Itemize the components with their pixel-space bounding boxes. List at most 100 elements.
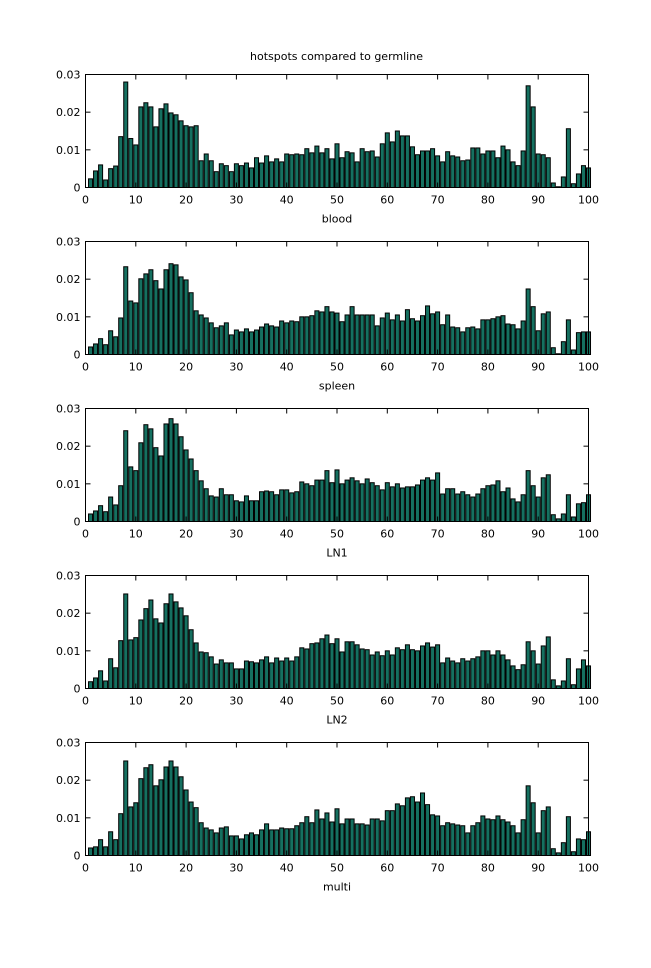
bar (430, 814, 436, 857)
bar (324, 812, 330, 857)
bar (450, 155, 456, 188)
bar (193, 470, 199, 522)
bar (475, 656, 481, 689)
x-tick-label: 30 (229, 194, 243, 207)
bar (128, 806, 134, 856)
bar (550, 848, 556, 856)
x-tick-label: 100 (578, 194, 599, 207)
bar (354, 314, 360, 356)
bar (329, 158, 335, 188)
bar (505, 487, 511, 523)
bar (580, 839, 586, 856)
bar (208, 160, 214, 188)
bar (334, 143, 340, 188)
bar (580, 331, 586, 355)
x-tick-label: 40 (280, 361, 294, 374)
x-tick-label: 20 (179, 528, 193, 541)
bar (254, 157, 260, 189)
x-tick-label: 40 (280, 862, 294, 875)
bar (238, 668, 244, 689)
y-tick-label: 0.01 (56, 144, 81, 157)
bar (168, 263, 174, 355)
bar (324, 634, 330, 690)
bar (364, 649, 370, 690)
bar (580, 659, 586, 689)
bar (399, 135, 405, 188)
bar (269, 325, 275, 355)
bar (113, 165, 119, 188)
x-tick-label: 30 (229, 361, 243, 374)
bar (299, 822, 305, 856)
y-tick-label: 0.03 (56, 236, 81, 249)
bar (339, 321, 345, 356)
bar (455, 662, 461, 690)
x-tick-label: 70 (431, 695, 445, 708)
x-tick-label: 80 (481, 528, 495, 541)
bar (188, 629, 194, 689)
bar (228, 835, 234, 856)
bar (480, 650, 486, 690)
bar (334, 312, 340, 356)
bar (485, 650, 491, 690)
bar (435, 644, 441, 689)
bar (525, 641, 531, 689)
bar (394, 647, 400, 690)
bar (143, 767, 149, 856)
bar (369, 818, 375, 857)
bar (98, 338, 104, 355)
bar (384, 312, 390, 356)
bar (319, 311, 325, 356)
y-tick-label: 0.01 (56, 645, 81, 658)
bar (108, 658, 114, 689)
bar (279, 489, 285, 522)
bar (188, 801, 194, 857)
x-tick-label: 50 (330, 194, 344, 207)
bar (359, 648, 365, 690)
bar (203, 827, 209, 856)
bar (565, 319, 571, 356)
bar (520, 664, 526, 690)
bar (113, 336, 119, 355)
bar (254, 834, 260, 857)
bar (455, 493, 461, 522)
y-tick-label: 0.03 (56, 570, 81, 583)
bar (248, 832, 254, 857)
bar (188, 292, 194, 356)
x-tick-label: 50 (330, 862, 344, 875)
bar (545, 157, 551, 189)
bar (575, 332, 581, 355)
bar (329, 482, 335, 523)
x-tick-label: 70 (431, 862, 445, 875)
x-tick-label: 90 (531, 528, 545, 541)
bar (455, 156, 461, 189)
bar (218, 163, 224, 189)
bar (183, 615, 189, 689)
bar (128, 639, 134, 689)
bar (294, 825, 300, 856)
bar (93, 170, 99, 188)
bar (374, 818, 380, 857)
x-axis-label: spleen (319, 380, 355, 393)
y-tick-label: 0.01 (56, 478, 81, 491)
bar (138, 619, 144, 690)
bar (409, 486, 415, 523)
bar (103, 344, 109, 355)
bar (510, 498, 516, 522)
bar (354, 480, 360, 523)
bar (314, 479, 320, 523)
bar (128, 466, 134, 523)
bar (500, 654, 506, 689)
bar (269, 161, 275, 188)
bar (515, 669, 521, 689)
bar (183, 279, 189, 356)
bar (344, 479, 350, 523)
bar (208, 495, 214, 523)
bar (475, 493, 481, 522)
bar (203, 652, 209, 689)
bar (339, 823, 345, 856)
subplot-LN1: 0 10 20 30 40 50 60 70 80 90 100 0 0.01 0.02 0.03 LN1 (56, 403, 599, 560)
x-tick-label: 10 (129, 361, 143, 374)
y-tick-label: 0.01 (56, 311, 81, 324)
bar (294, 321, 300, 356)
bar (389, 486, 395, 523)
